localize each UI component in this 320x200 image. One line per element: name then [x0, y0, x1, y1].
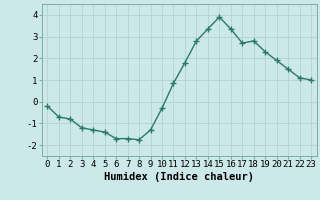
X-axis label: Humidex (Indice chaleur): Humidex (Indice chaleur) — [104, 172, 254, 182]
